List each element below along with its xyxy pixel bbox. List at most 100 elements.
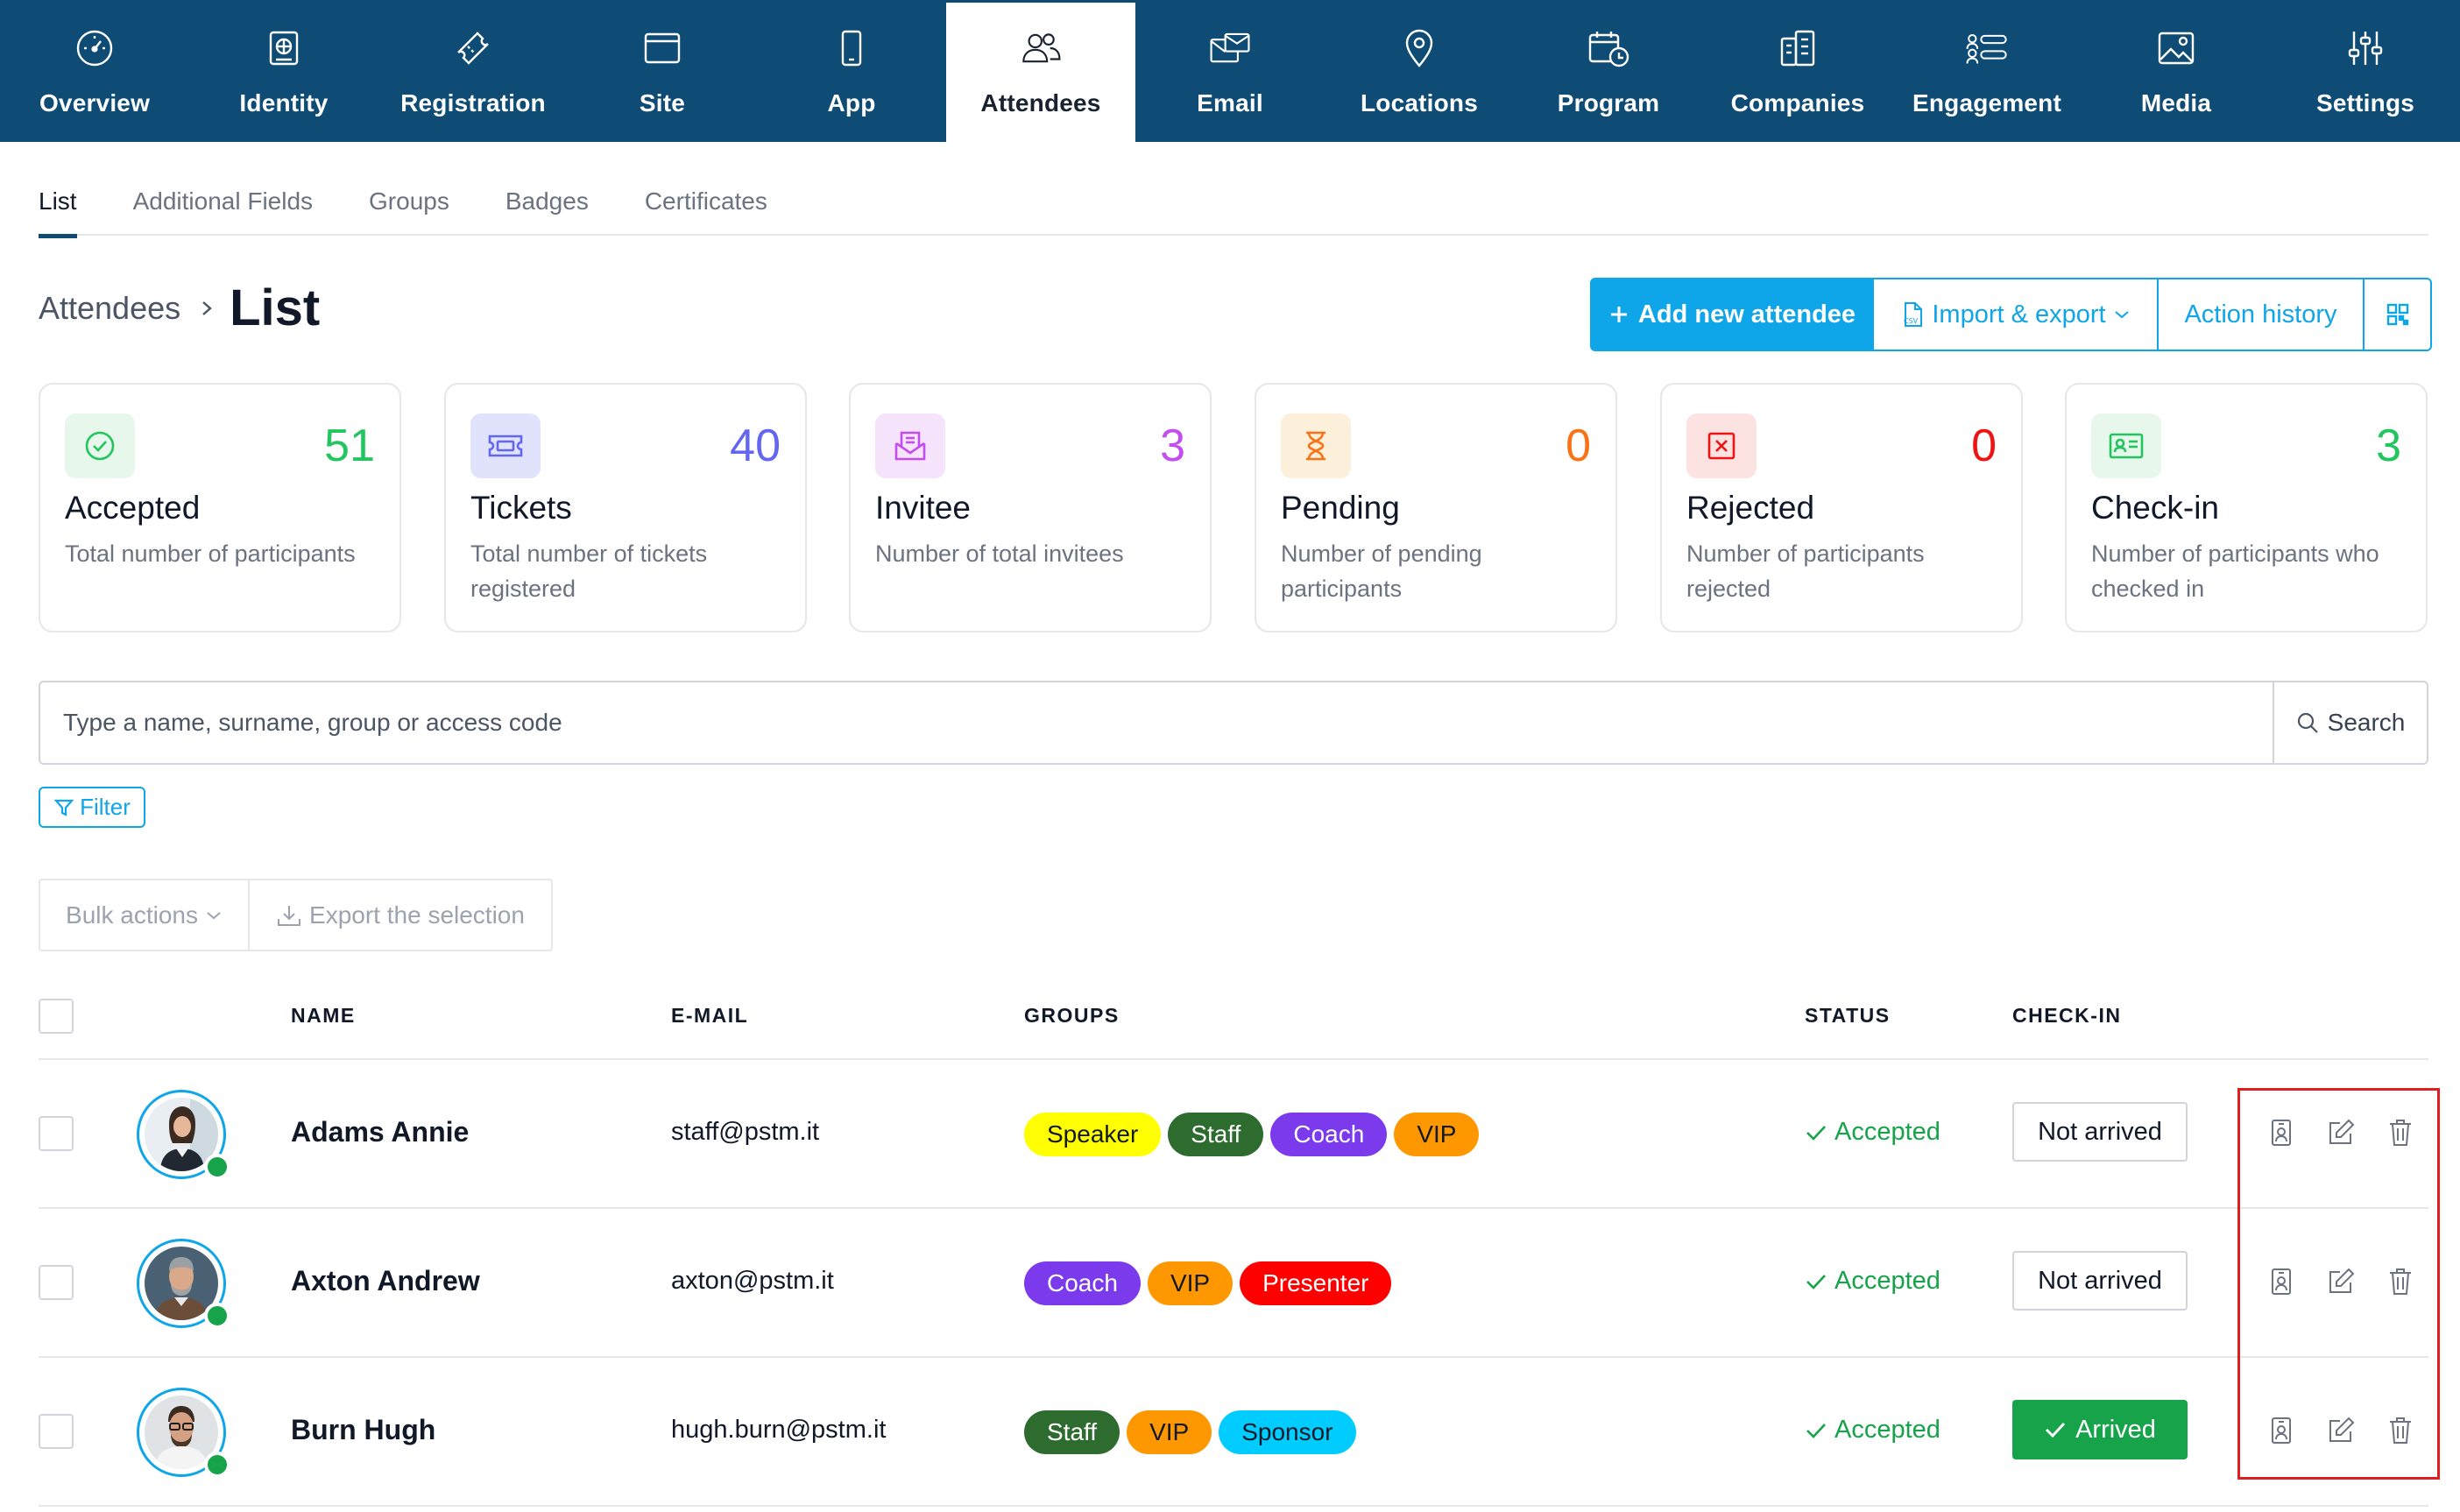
group-tag: Staff xyxy=(1168,1113,1264,1156)
ticket-icon xyxy=(451,26,495,70)
stat-card-accepted[interactable]: 51 Accepted Total number of participants xyxy=(39,383,401,632)
table-row[interactable]: Adams Annie staff@pstm.it Speaker Staff … xyxy=(39,1060,2428,1209)
edit-button[interactable] xyxy=(2323,1412,2358,1449)
row-checkbox[interactable] xyxy=(39,1116,74,1151)
qr-code-icon xyxy=(2386,302,2410,327)
stat-description: Total number of tickets registered xyxy=(470,541,708,602)
qr-code-button[interactable] xyxy=(2365,278,2432,351)
export-selection-label: Export the selection xyxy=(309,901,525,929)
attendee-email: staff@pstm.it xyxy=(671,1118,820,1146)
nav-site[interactable]: Site xyxy=(568,0,757,142)
stat-card-invitee[interactable]: 3 Invitee Number of total invitees xyxy=(849,383,1212,632)
select-all-checkbox[interactable] xyxy=(39,999,74,1034)
table-row[interactable]: Burn Hugh hugh.burn@pstm.it Staff VIP Sp… xyxy=(39,1358,2428,1507)
badge-print-button[interactable] xyxy=(2264,1412,2299,1449)
stat-value: 51 xyxy=(324,420,375,471)
nav-companies[interactable]: Companies xyxy=(1703,0,1892,142)
column-header-status[interactable]: STATUS xyxy=(1805,1004,1891,1027)
stat-value: 40 xyxy=(730,420,781,471)
nav-label: Identity xyxy=(239,89,329,117)
row-checkbox[interactable] xyxy=(39,1265,74,1300)
sliders-icon xyxy=(2343,26,2387,70)
stat-card-rejected[interactable]: 0 Rejected Number of participants reject… xyxy=(1660,383,2023,632)
attendee-name[interactable]: Axton Andrew xyxy=(291,1265,480,1297)
stat-description: Number of participants who checked in xyxy=(2091,541,2379,602)
badge-print-button[interactable] xyxy=(2264,1114,2299,1151)
check-icon xyxy=(2044,1420,2067,1439)
nav-label: Engagement xyxy=(1912,89,2062,117)
action-history-button[interactable]: Action history xyxy=(2159,278,2365,351)
nav-program[interactable]: Program xyxy=(1514,0,1703,142)
group-tag: Speaker xyxy=(1024,1113,1162,1156)
breadcrumb-parent[interactable]: Attendees xyxy=(39,289,181,326)
stat-card-check-in[interactable]: 3 Check-in Number of participants who ch… xyxy=(2065,383,2428,632)
search-button[interactable]: Search xyxy=(2273,682,2427,763)
add-attendee-label: Add new attendee xyxy=(1637,300,1856,329)
online-indicator xyxy=(204,1452,230,1478)
check-icon xyxy=(1805,1123,1827,1142)
badge-print-button[interactable] xyxy=(2264,1263,2299,1300)
row-checkbox[interactable] xyxy=(39,1414,74,1449)
delete-button[interactable] xyxy=(2383,1114,2418,1151)
attendee-name[interactable]: Adams Annie xyxy=(291,1116,470,1148)
column-header-email[interactable]: E-MAIL xyxy=(671,1004,749,1027)
delete-button[interactable] xyxy=(2383,1412,2418,1449)
checkin-button[interactable]: Not arrived xyxy=(2012,1251,2188,1311)
edit-icon xyxy=(2329,1119,2355,1144)
online-indicator xyxy=(204,1303,230,1329)
buildings-icon xyxy=(1776,26,1820,70)
mobile-icon xyxy=(830,26,873,70)
avatar[interactable] xyxy=(137,1090,230,1180)
search-icon xyxy=(2296,711,2319,734)
tab-list[interactable]: List xyxy=(39,175,77,238)
stat-card-pending[interactable]: 0 Pending Number of pending participants xyxy=(1255,383,1617,632)
checkin-button[interactable]: Not arrived xyxy=(2012,1102,2188,1162)
stat-title: Invitee xyxy=(875,490,972,526)
import-export-button[interactable]: CSV Import & export xyxy=(1874,278,2159,351)
table-row[interactable]: Axton Andrew axton@pstm.it Coach VIP Pre… xyxy=(39,1209,2428,1358)
search-input[interactable] xyxy=(40,682,2273,763)
tab-certificates[interactable]: Certificates xyxy=(644,187,767,215)
tab-additional-fields[interactable]: Additional Fields xyxy=(132,187,314,215)
add-attendee-button[interactable]: Add new attendee xyxy=(1590,278,1874,351)
bulk-actions-dropdown[interactable]: Bulk actions xyxy=(40,880,250,950)
main-navigation: Overview Identity Registration Site App … xyxy=(0,0,2460,142)
nav-locations[interactable]: Locations xyxy=(1325,0,1514,142)
edit-button[interactable] xyxy=(2323,1263,2358,1300)
nav-registration[interactable]: Registration xyxy=(378,0,568,142)
check-icon xyxy=(1805,1421,1827,1440)
stat-description: Number of pending participants xyxy=(1281,541,1482,602)
column-header-checkin[interactable]: CHECK-IN xyxy=(2012,1004,2122,1027)
nav-settings[interactable]: Settings xyxy=(2271,0,2460,142)
nav-app[interactable]: App xyxy=(757,0,946,142)
nav-identity[interactable]: Identity xyxy=(189,0,378,142)
trash-icon xyxy=(2390,1417,2411,1444)
nav-media[interactable]: Media xyxy=(2082,0,2271,142)
nav-engagement[interactable]: Engagement xyxy=(1892,0,2082,142)
edit-icon xyxy=(2329,1268,2355,1293)
stat-card-tickets[interactable]: 40 Tickets Total number of tickets regis… xyxy=(444,383,807,632)
tab-badges[interactable]: Badges xyxy=(505,187,589,215)
edit-button[interactable] xyxy=(2323,1114,2358,1151)
avatar[interactable] xyxy=(137,1388,230,1478)
id-card-icon xyxy=(262,26,306,70)
nav-overview[interactable]: Overview xyxy=(0,0,189,142)
nav-label: Settings xyxy=(2315,89,2415,117)
tab-groups[interactable]: Groups xyxy=(369,187,449,215)
id-badge-icon xyxy=(2091,413,2161,478)
column-header-name[interactable]: NAME xyxy=(291,1004,356,1027)
checkin-button[interactable]: Arrived xyxy=(2012,1400,2188,1459)
nav-label: Media xyxy=(2140,89,2212,117)
stat-value: 3 xyxy=(2376,420,2401,471)
attendee-name[interactable]: Burn Hugh xyxy=(291,1414,436,1445)
trash-icon xyxy=(2390,1120,2411,1146)
export-selection-button[interactable]: Export the selection xyxy=(250,880,551,950)
nav-email[interactable]: Email xyxy=(1135,0,1325,142)
filter-button[interactable]: Filter xyxy=(39,787,145,828)
stat-title: Pending xyxy=(1281,490,1400,526)
avatar[interactable] xyxy=(137,1239,230,1329)
online-indicator xyxy=(204,1154,230,1180)
delete-button[interactable] xyxy=(2383,1263,2418,1300)
ticket-icon xyxy=(470,413,541,478)
nav-attendees[interactable]: Attendees xyxy=(946,3,1135,142)
